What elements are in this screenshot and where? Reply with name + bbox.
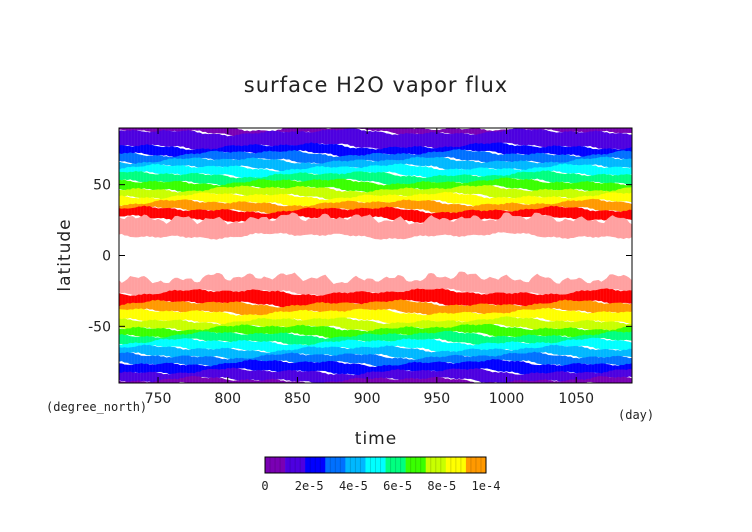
x-tick-label: 850	[284, 391, 311, 407]
colorbar-swatch	[325, 457, 346, 473]
colorbar-tick-labels: 0 2e-5 4e-5 6e-5 8e-5 1e-4	[261, 479, 500, 493]
y-axis-ticks: 50 0 -50	[88, 178, 632, 335]
x-tick-label: 1050	[558, 391, 594, 407]
x-tick-label: 750	[145, 391, 172, 407]
colorbar	[264, 456, 487, 474]
colorbar-tick-label: 2e-5	[295, 479, 324, 493]
colorbar-swatch	[465, 457, 487, 473]
plot-area	[119, 128, 632, 383]
x-tick-label: 950	[423, 391, 450, 407]
y-tick-label: 0	[102, 249, 111, 265]
colorbar-tick-label: 8e-5	[427, 479, 456, 493]
colorbar-swatch	[305, 457, 326, 473]
chart-title: surface H2O vapor flux	[244, 73, 508, 97]
colorbar-tick-label: 4e-5	[339, 479, 368, 493]
south-band-5	[119, 323, 632, 340]
x-axis-unit: (day)	[618, 408, 654, 422]
colorbar-tick-label: 1e-4	[472, 479, 501, 493]
colorbar-swatch	[285, 457, 306, 473]
south-band-6	[119, 330, 632, 347]
colorbar-swatch	[445, 457, 467, 473]
colorbar-tick-label: 0	[261, 479, 268, 493]
y-axis-unit: (degree_north)	[46, 400, 147, 414]
north-band-3	[119, 148, 632, 165]
x-tick-label: 1000	[489, 391, 525, 407]
colorbar-tick-label: 6e-5	[383, 479, 412, 493]
north-band-12	[119, 212, 632, 240]
north-band-8	[119, 185, 632, 201]
y-tick-label: 50	[93, 178, 111, 194]
x-tick-label: 900	[354, 391, 381, 407]
y-axis-label: latitude	[55, 218, 75, 291]
colorbar-swatch	[385, 457, 406, 473]
x-tick-label: 800	[214, 391, 241, 407]
colorbar-swatch	[365, 457, 386, 473]
colorbar-swatch	[425, 457, 447, 473]
colorbar-swatch	[345, 457, 366, 473]
colorbar-frame	[264, 456, 487, 474]
x-axis-ticks: 750 800 850 900 950 1000 1050	[145, 128, 594, 407]
x-axis-label: time	[355, 429, 397, 449]
y-tick-label: -50	[88, 319, 111, 335]
colorbar-swatch	[265, 457, 286, 473]
colorbar-swatch	[405, 457, 427, 473]
south-band-12	[119, 375, 632, 383]
